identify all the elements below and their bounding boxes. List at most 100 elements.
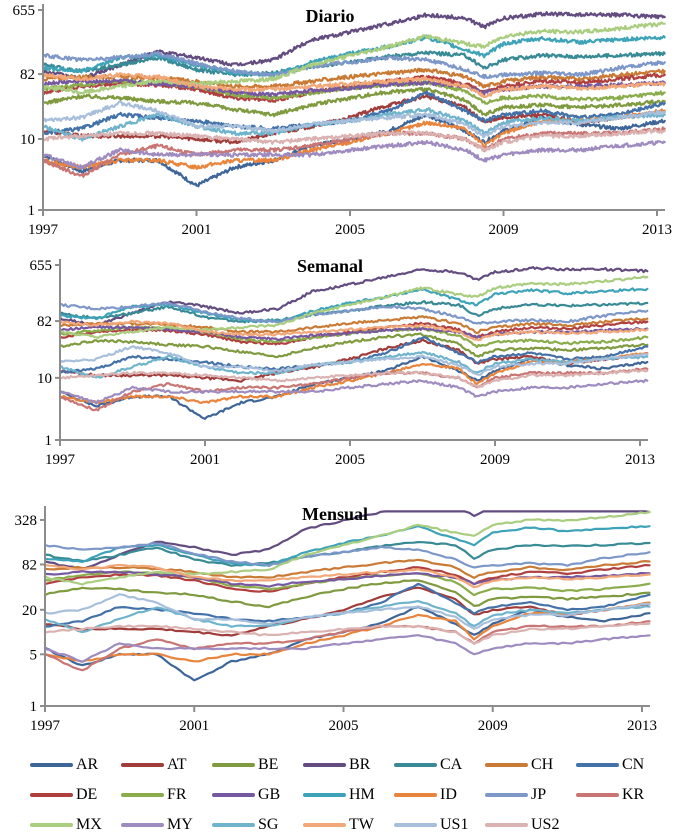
series-line-us2 bbox=[41, 128, 666, 152]
series-line-jp bbox=[43, 542, 651, 569]
legend-item-gb: GB bbox=[212, 786, 303, 804]
legend-label: SG bbox=[258, 816, 279, 833]
series-line-tw bbox=[41, 72, 666, 99]
x-tick-label: 2001 bbox=[190, 452, 220, 468]
x-tick-label: 2005 bbox=[335, 222, 365, 238]
legend-swatch bbox=[303, 793, 346, 797]
series-line-at bbox=[58, 338, 649, 383]
legend-item-br: BR bbox=[303, 756, 394, 774]
legend-swatch bbox=[212, 823, 255, 827]
legend-swatch bbox=[303, 763, 346, 767]
legend-swatch bbox=[121, 763, 164, 767]
series-line-my bbox=[58, 378, 649, 405]
legend-item-tw: TW bbox=[303, 816, 394, 834]
legend-item-us2: US2 bbox=[485, 816, 576, 834]
y-tick-label: 10 bbox=[37, 371, 52, 387]
legend-swatch bbox=[485, 763, 528, 767]
legend-item-cn: CN bbox=[576, 756, 667, 774]
series-line-my bbox=[43, 634, 651, 663]
legend-label: BE bbox=[258, 756, 279, 773]
legend-item-my: MY bbox=[121, 816, 212, 834]
legend-label: AT bbox=[167, 756, 187, 773]
legend-item-kr: KR bbox=[576, 786, 667, 804]
series-line-us2 bbox=[58, 369, 649, 389]
legend-label: JP bbox=[531, 786, 547, 803]
series-line-tw bbox=[58, 319, 649, 342]
legend-row: AR AT BE BR CA CH CN bbox=[30, 750, 679, 780]
chart-diario: 1 10 82 655 1997 2001 2005 2009 2013 Diario bbox=[13, 3, 673, 238]
legend-label: CH bbox=[531, 756, 554, 773]
legend-label: KR bbox=[622, 786, 645, 803]
chart-title: Mensual bbox=[302, 504, 368, 524]
series-line-us1 bbox=[41, 100, 666, 139]
legend-row: DE FR GB HM ID JP KR bbox=[30, 780, 679, 810]
series-line-kr bbox=[41, 126, 666, 178]
chart-semanal: 1 10 82 655 1997 2001 2005 2009 2013 Semanal bbox=[30, 256, 656, 468]
legend-label: TW bbox=[349, 816, 374, 833]
legend-swatch bbox=[30, 763, 73, 767]
y-tick-label: 10 bbox=[20, 132, 35, 148]
legend-label: CN bbox=[622, 756, 645, 773]
legend-label: BR bbox=[349, 756, 371, 773]
legend-item-de: DE bbox=[30, 786, 121, 804]
legend-swatch bbox=[303, 823, 346, 827]
y-tick-label: 1 bbox=[45, 433, 53, 449]
series-line-jp bbox=[41, 51, 666, 80]
legend-label: DE bbox=[76, 786, 98, 803]
series-line-us1 bbox=[43, 593, 651, 630]
x-tick-label: 2013 bbox=[627, 718, 657, 734]
legend-item-fr: FR bbox=[121, 786, 212, 804]
legend-label: AR bbox=[76, 756, 99, 773]
x-tick-label: 1997 bbox=[30, 718, 61, 734]
y-tick-label: 655 bbox=[30, 258, 53, 274]
series-line-mx bbox=[58, 275, 649, 340]
x-tick-label: 2005 bbox=[335, 452, 365, 468]
legend-swatch bbox=[212, 763, 255, 767]
y-tick-label: 655 bbox=[13, 3, 36, 19]
chart-mensual: 1 5 20 82 328 1997 2001 2005 2009 2013 Mensual bbox=[15, 504, 658, 734]
legend-swatch bbox=[121, 823, 164, 827]
legend-swatch bbox=[576, 763, 619, 767]
series-group bbox=[43, 510, 651, 682]
legend-label: CA bbox=[440, 756, 463, 773]
series-line-jp bbox=[58, 301, 649, 325]
legend: AR AT BE BR CA CH CN DE FR GB HM ID JP KR MX MY SG TW US1 U… bbox=[30, 750, 679, 840]
chart-title: Diario bbox=[306, 6, 355, 26]
series-group bbox=[58, 266, 649, 420]
x-tick-label: 2013 bbox=[625, 452, 655, 468]
legend-item-be: BE bbox=[212, 756, 303, 774]
legend-swatch bbox=[576, 793, 619, 797]
series-line-us2 bbox=[43, 622, 651, 645]
series-line-kr bbox=[58, 367, 649, 412]
series-line-my bbox=[41, 139, 666, 171]
legend-label: US2 bbox=[531, 816, 560, 833]
x-tick-label: 1997 bbox=[28, 222, 59, 238]
legend-label: HM bbox=[349, 786, 375, 803]
legend-swatch bbox=[30, 793, 73, 797]
legend-label: FR bbox=[167, 786, 187, 803]
y-tick-label: 82 bbox=[22, 557, 37, 573]
legend-item-at: AT bbox=[121, 756, 212, 774]
legend-item-id: ID bbox=[394, 786, 485, 804]
series-line-mx bbox=[43, 510, 651, 586]
legend-swatch bbox=[485, 823, 528, 827]
x-tick-label: 2009 bbox=[480, 452, 510, 468]
legend-label: US1 bbox=[440, 816, 469, 833]
legend-swatch bbox=[30, 823, 73, 827]
series-line-tw bbox=[43, 563, 651, 589]
legend-swatch bbox=[212, 793, 255, 797]
series-line-id bbox=[43, 601, 651, 663]
legend-swatch bbox=[121, 793, 164, 797]
x-tick-label: 2013 bbox=[642, 222, 672, 238]
series-line-be bbox=[43, 579, 651, 609]
legend-item-mx: MX bbox=[30, 816, 121, 834]
legend-swatch bbox=[394, 793, 437, 797]
x-tick-label: 2009 bbox=[489, 222, 519, 238]
series-group bbox=[41, 11, 666, 188]
series-line-mx bbox=[41, 21, 666, 95]
y-tick-label: 20 bbox=[22, 603, 37, 619]
legend-swatch bbox=[394, 823, 437, 827]
legend-label: MX bbox=[76, 816, 102, 833]
series-line-kr bbox=[43, 620, 651, 672]
y-tick-label: 328 bbox=[15, 513, 38, 529]
